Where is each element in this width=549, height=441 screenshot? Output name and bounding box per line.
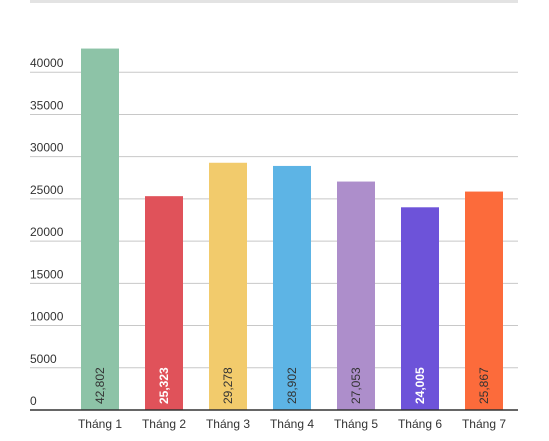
y-tick-label: 40000 [30,56,64,70]
bar [465,191,503,410]
y-tick-label: 15000 [30,267,64,281]
value-label: 24,005 [413,367,427,404]
bar [273,165,311,410]
x-tick-label: Tháng 7 [462,417,506,431]
value-label: 42,802 [93,367,107,404]
bar [401,207,439,410]
x-tick-label: Tháng 5 [334,417,378,431]
y-tick-label: 20000 [30,225,64,239]
bar [209,162,247,410]
x-tick-label: Tháng 3 [206,417,250,431]
x-tick-label: Tháng 1 [78,417,122,431]
value-label: 27,053 [349,367,363,404]
bar [81,48,119,411]
y-tick-label: 5000 [30,352,57,366]
value-label: 28,902 [285,367,299,404]
x-tick-label: Tháng 4 [270,417,314,431]
y-tick-label: 30000 [30,141,64,155]
x-tick-label: Tháng 2 [142,417,186,431]
y-tick-label: 25000 [30,183,64,197]
x-tick-label: Tháng 6 [398,417,442,431]
top-strip [30,0,518,3]
value-label: 29,278 [221,367,235,404]
bar [145,196,183,410]
y-tick-label: 0 [30,394,37,408]
value-label: 25,323 [157,367,171,404]
y-tick-label: 10000 [30,310,64,324]
value-label: 25,867 [477,367,491,404]
y-tick-label: 35000 [30,98,64,112]
bar [337,181,375,410]
